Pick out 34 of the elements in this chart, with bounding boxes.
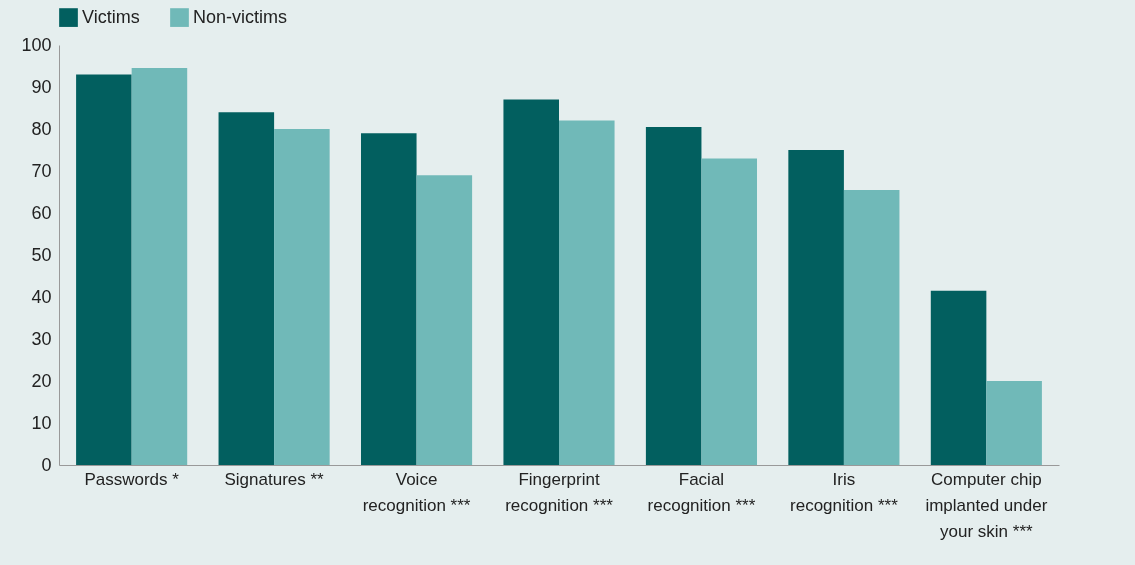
- bar: [274, 129, 330, 465]
- bar: [788, 150, 844, 465]
- y-tick-label: 30: [31, 328, 52, 349]
- bar: [416, 175, 473, 465]
- y-tick-label: 90: [31, 76, 52, 97]
- y-tick-label: 50: [31, 244, 52, 265]
- bar: [559, 120, 615, 465]
- bar: [843, 189, 900, 465]
- bar: [986, 381, 1042, 465]
- bar: [218, 112, 275, 465]
- x-tick-label: Iris recognition ***: [790, 469, 899, 515]
- y-tick-label: 0: [41, 454, 52, 475]
- bar: [645, 126, 702, 465]
- x-tick-label: Fingerprint recognition ***: [505, 469, 614, 515]
- y-tick-label: 20: [31, 370, 52, 391]
- y-tick-label: 70: [31, 160, 52, 181]
- bar: [76, 74, 132, 465]
- legend-label: Victims: [82, 6, 140, 27]
- legend-label: Non-victims: [193, 6, 288, 27]
- bar: [131, 68, 188, 465]
- bar: [503, 99, 559, 465]
- y-tick-label: 80: [31, 118, 52, 139]
- x-tick-label: Signatures **: [224, 469, 325, 489]
- y-tick-label: 10: [31, 412, 52, 433]
- bar: [360, 133, 417, 465]
- x-tick-label: Passwords *: [84, 469, 180, 489]
- bar: [930, 290, 987, 465]
- x-tick-label: Facial recognition ***: [647, 469, 756, 515]
- y-tick-label: 100: [21, 34, 52, 55]
- y-tick-label: 60: [31, 202, 52, 223]
- x-tick-label: Computer chip implanted under your skin ***: [925, 469, 1048, 541]
- y-tick-label: 40: [31, 286, 52, 307]
- bar: [701, 158, 758, 465]
- x-tick-label: Voice recognition ***: [362, 469, 471, 515]
